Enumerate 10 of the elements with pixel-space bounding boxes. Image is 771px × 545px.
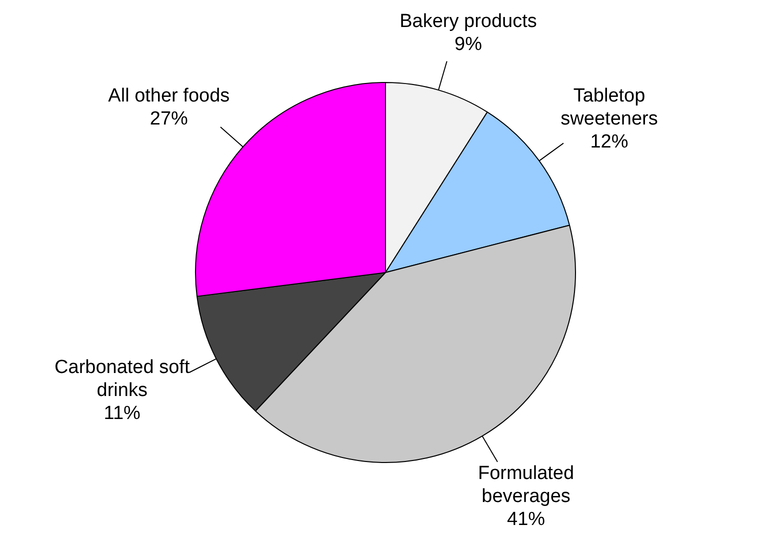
data-label: 27% [150, 108, 188, 130]
slice-label: Bakery products [400, 11, 537, 32]
slice-label: Formulated beverages [478, 462, 574, 507]
data-label: 11% [104, 403, 141, 424]
slice-label: Carbonated soft drinks [54, 357, 190, 401]
slice-label: Tabletop sweeteners [560, 86, 658, 130]
slice-label: All other foods [108, 86, 230, 107]
data-label: 41% [507, 508, 546, 530]
data-label: 12% [590, 132, 628, 153]
data-label: 9% [454, 34, 482, 56]
